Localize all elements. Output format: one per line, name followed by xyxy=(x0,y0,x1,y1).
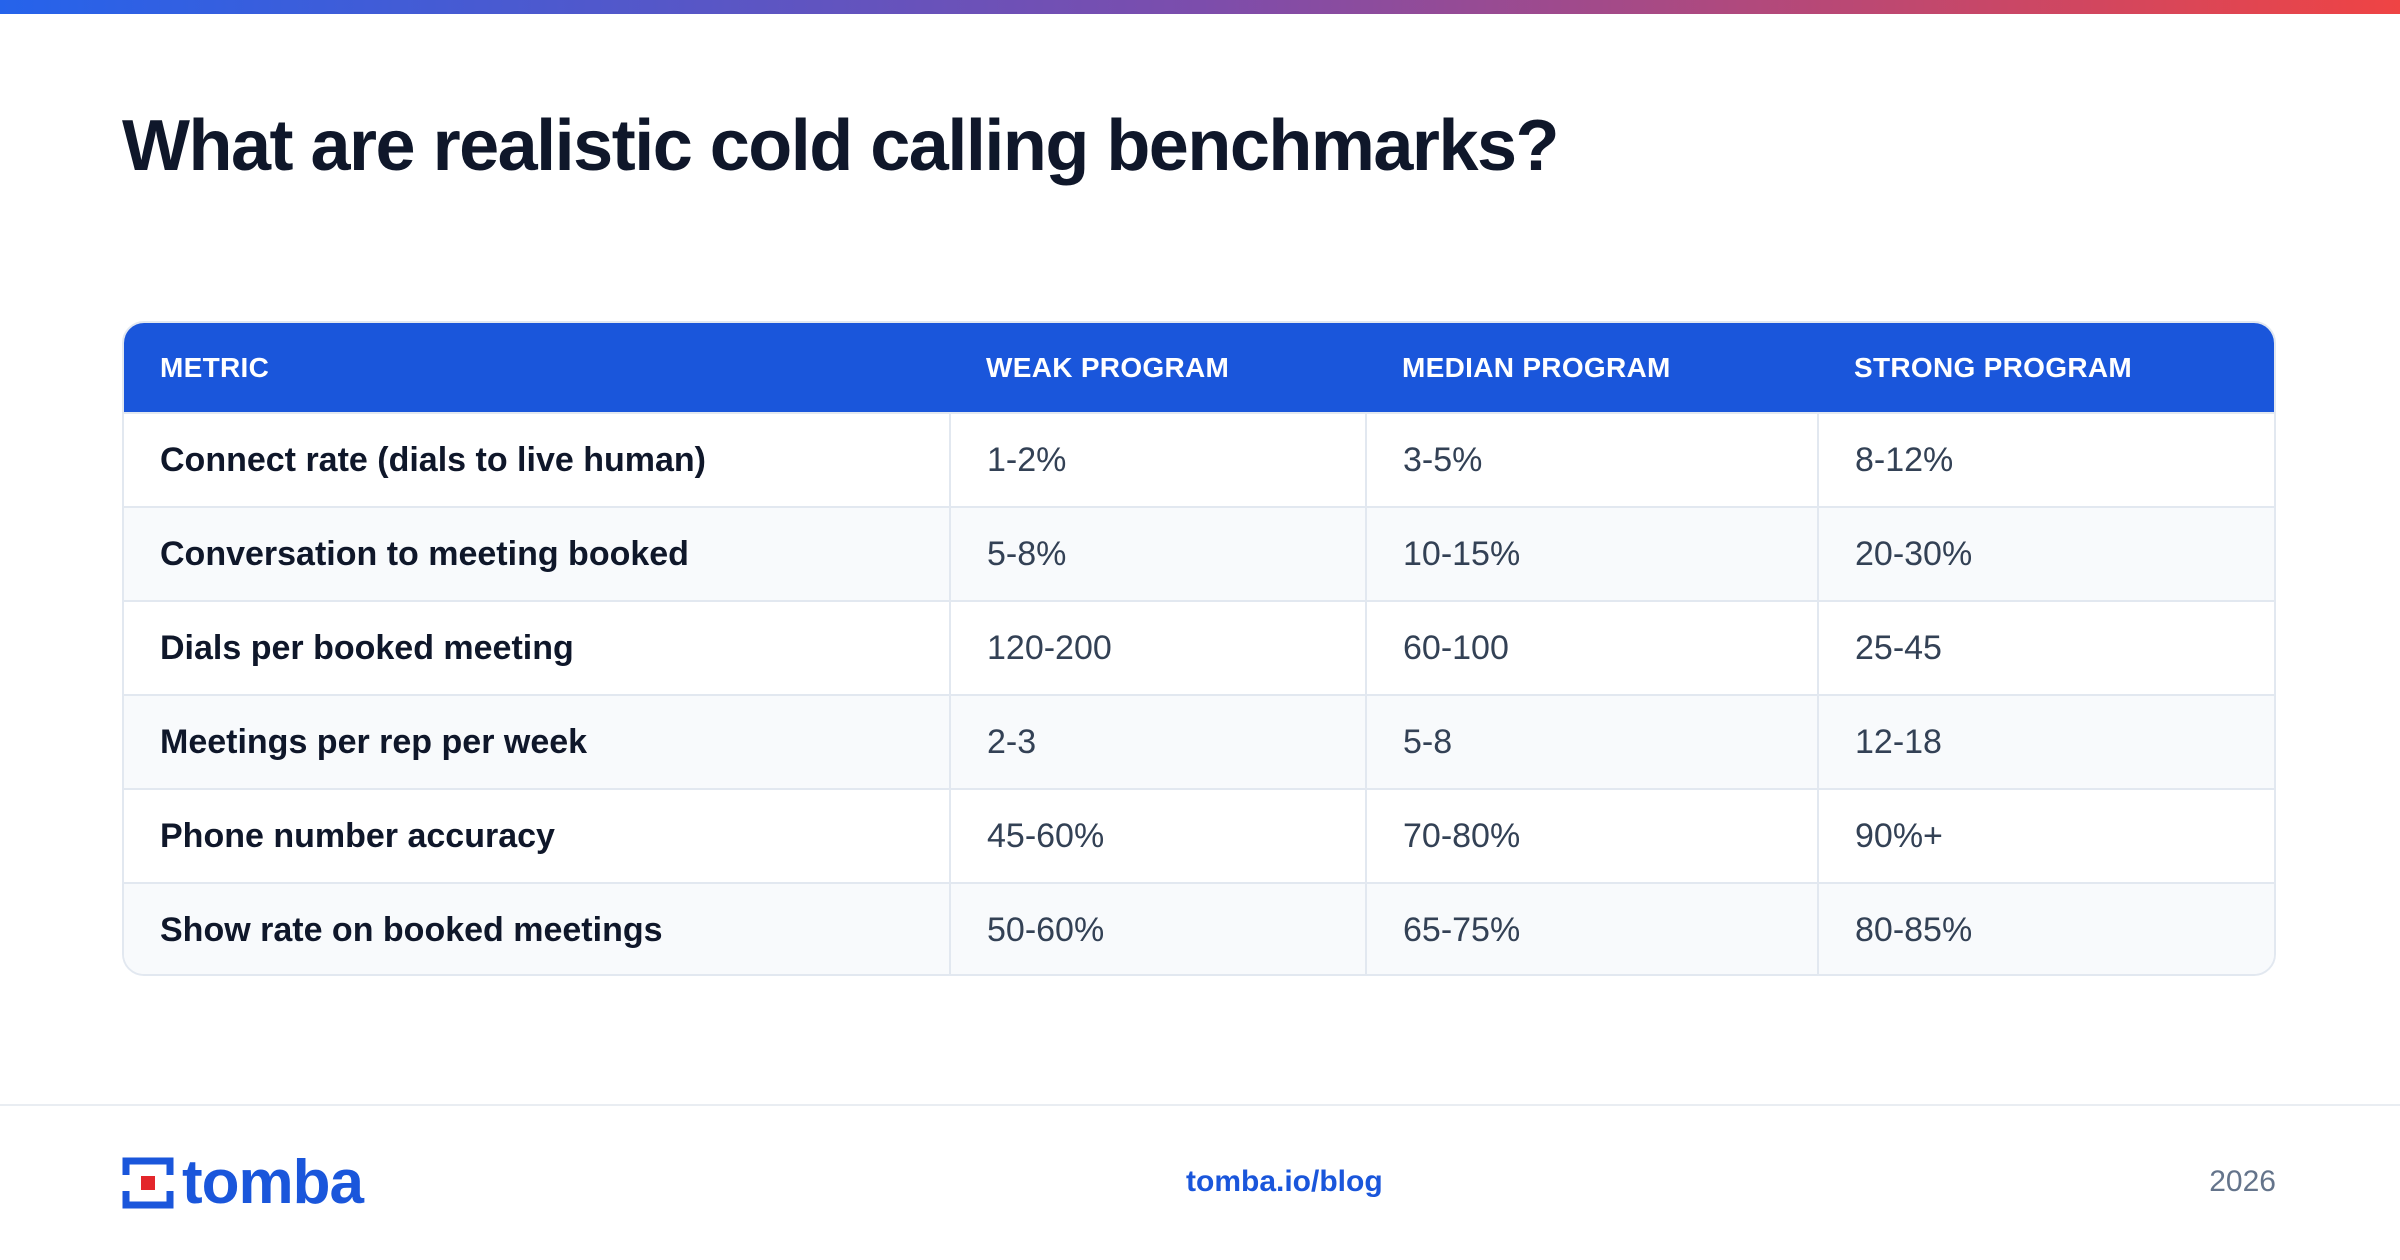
benchmarks-table: METRIC WEAK PROGRAM MEDIAN PROGRAM STRON… xyxy=(124,323,2274,974)
median-value-cell: 10-15% xyxy=(1365,506,1818,601)
weak-value-cell: 45-60% xyxy=(949,788,1366,883)
footer-year: 2026 xyxy=(2209,1165,2276,1198)
column-header-median-program: MEDIAN PROGRAM xyxy=(1402,351,1671,383)
strong-value-cell: 90%+ xyxy=(1817,788,2274,883)
strong-value-cell: 8-12% xyxy=(1817,412,2274,507)
median-value-cell: 70-80% xyxy=(1365,788,1818,883)
table-row: Phone number accuracy 45-60% 70-80% 90%+ xyxy=(124,788,2274,883)
top-gradient-bar xyxy=(0,0,2400,14)
metric-cell: Phone number accuracy xyxy=(124,788,950,883)
weak-value-cell: 120-200 xyxy=(949,600,1366,695)
footer-divider xyxy=(0,1104,2400,1106)
column-header-metric: METRIC xyxy=(160,351,270,383)
blog-link[interactable]: tomba.io/blog xyxy=(1186,1165,1383,1198)
median-value-cell: 60-100 xyxy=(1365,600,1818,695)
tomba-logo-icon xyxy=(122,1157,174,1209)
column-header-weak-program: WEAK PROGRAM xyxy=(986,351,1230,383)
weak-value-cell: 5-8% xyxy=(949,506,1366,601)
metric-cell: Meetings per rep per week xyxy=(124,694,950,789)
page-title: What are realistic cold calling benchmar… xyxy=(122,106,1560,186)
table-header-row: METRIC WEAK PROGRAM MEDIAN PROGRAM STRON… xyxy=(124,323,2274,413)
median-value-cell: 5-8 xyxy=(1365,694,1818,789)
median-value-cell: 65-75% xyxy=(1365,882,1818,974)
metric-cell: Show rate on booked meetings xyxy=(124,882,950,974)
brand-name: tomba xyxy=(182,1148,364,1217)
strong-value-cell: 20-30% xyxy=(1817,506,2274,601)
metric-cell: Conversation to meeting booked xyxy=(124,506,950,601)
table-row: Connect rate (dials to live human) 1-2% … xyxy=(124,412,2274,507)
tomba-logo[interactable]: tomba xyxy=(122,1148,364,1217)
strong-value-cell: 80-85% xyxy=(1817,882,2274,974)
table-row: Show rate on booked meetings 50-60% 65-7… xyxy=(124,882,2274,974)
strong-value-cell: 12-18 xyxy=(1817,694,2274,789)
table-row: Conversation to meeting booked 5-8% 10-1… xyxy=(124,506,2274,601)
weak-value-cell: 1-2% xyxy=(949,412,1366,507)
metric-cell: Connect rate (dials to live human) xyxy=(124,412,950,507)
median-value-cell: 3-5% xyxy=(1365,412,1818,507)
metric-cell: Dials per booked meeting xyxy=(124,600,950,695)
strong-value-cell: 25-45 xyxy=(1817,600,2274,695)
weak-value-cell: 2-3 xyxy=(949,694,1366,789)
table-row: Dials per booked meeting 120-200 60-100 … xyxy=(124,600,2274,695)
weak-value-cell: 50-60% xyxy=(949,882,1366,974)
column-header-strong-program: STRONG PROGRAM xyxy=(1854,351,2132,383)
benchmarks-table-card: METRIC WEAK PROGRAM MEDIAN PROGRAM STRON… xyxy=(122,321,2276,976)
table-row: Meetings per rep per week 2-3 5-8 12-18 xyxy=(124,694,2274,789)
